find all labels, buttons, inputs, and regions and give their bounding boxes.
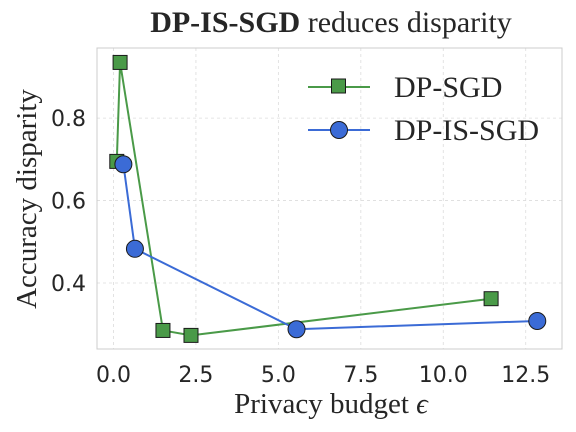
x-axis-label-text: Privacy budget: [234, 388, 409, 420]
legend-marker-dp-is-sgd: [330, 121, 348, 139]
legend-label-dp-is-sgd: DP-IS-SGD: [394, 114, 539, 147]
legend-marker-dp-sgd: [331, 78, 346, 94]
x-tick-label: 12.5: [501, 363, 550, 388]
grid: [97, 48, 562, 349]
data-point-dp-is-sgd: [114, 155, 133, 174]
x-axis-label: Privacy budget ϵ: [234, 388, 429, 420]
y-tick-labels: 0.4 0.6 0.8: [51, 107, 86, 297]
chart-title: DP-IS-SGD reduces disparity: [150, 6, 512, 39]
y-tick-label: 0.4: [51, 272, 86, 297]
series-layer: [109, 54, 547, 343]
y-tick-label: 0.8: [51, 107, 86, 132]
data-point-dp-sgd: [112, 54, 128, 70]
x-tick-label: 5.0: [261, 363, 296, 388]
data-point-dp-is-sgd: [125, 239, 144, 258]
y-axis-label: Accuracy disparity: [11, 89, 43, 309]
plot-area-frame: [96, 47, 563, 350]
data-point-dp-is-sgd: [528, 311, 547, 330]
series-line-dp-is-sgd: [122, 164, 538, 331]
x-tick-labels: 0.0 2.5 5.0 7.5 10.0 12.5: [96, 363, 550, 388]
x-tick-label: 10.0: [419, 363, 468, 388]
data-point-dp-sgd: [155, 322, 171, 338]
chart-title-rest: reduces disparity: [300, 6, 512, 39]
x-tick-label: 2.5: [178, 363, 213, 388]
data-point-dp-is-sgd: [287, 320, 306, 339]
x-tick-label: 0.0: [96, 363, 131, 388]
legend: DP-SGD DP-IS-SGD: [308, 71, 539, 147]
data-point-dp-sgd: [483, 291, 499, 307]
x-tick-label: 7.5: [343, 363, 378, 388]
data-point-dp-sgd: [183, 327, 199, 343]
legend-label-dp-sgd: DP-SGD: [394, 71, 502, 104]
x-axis-label-symbol: ϵ: [416, 388, 429, 420]
chart-title-bold: DP-IS-SGD: [150, 6, 300, 39]
y-tick-label: 0.6: [51, 190, 86, 215]
